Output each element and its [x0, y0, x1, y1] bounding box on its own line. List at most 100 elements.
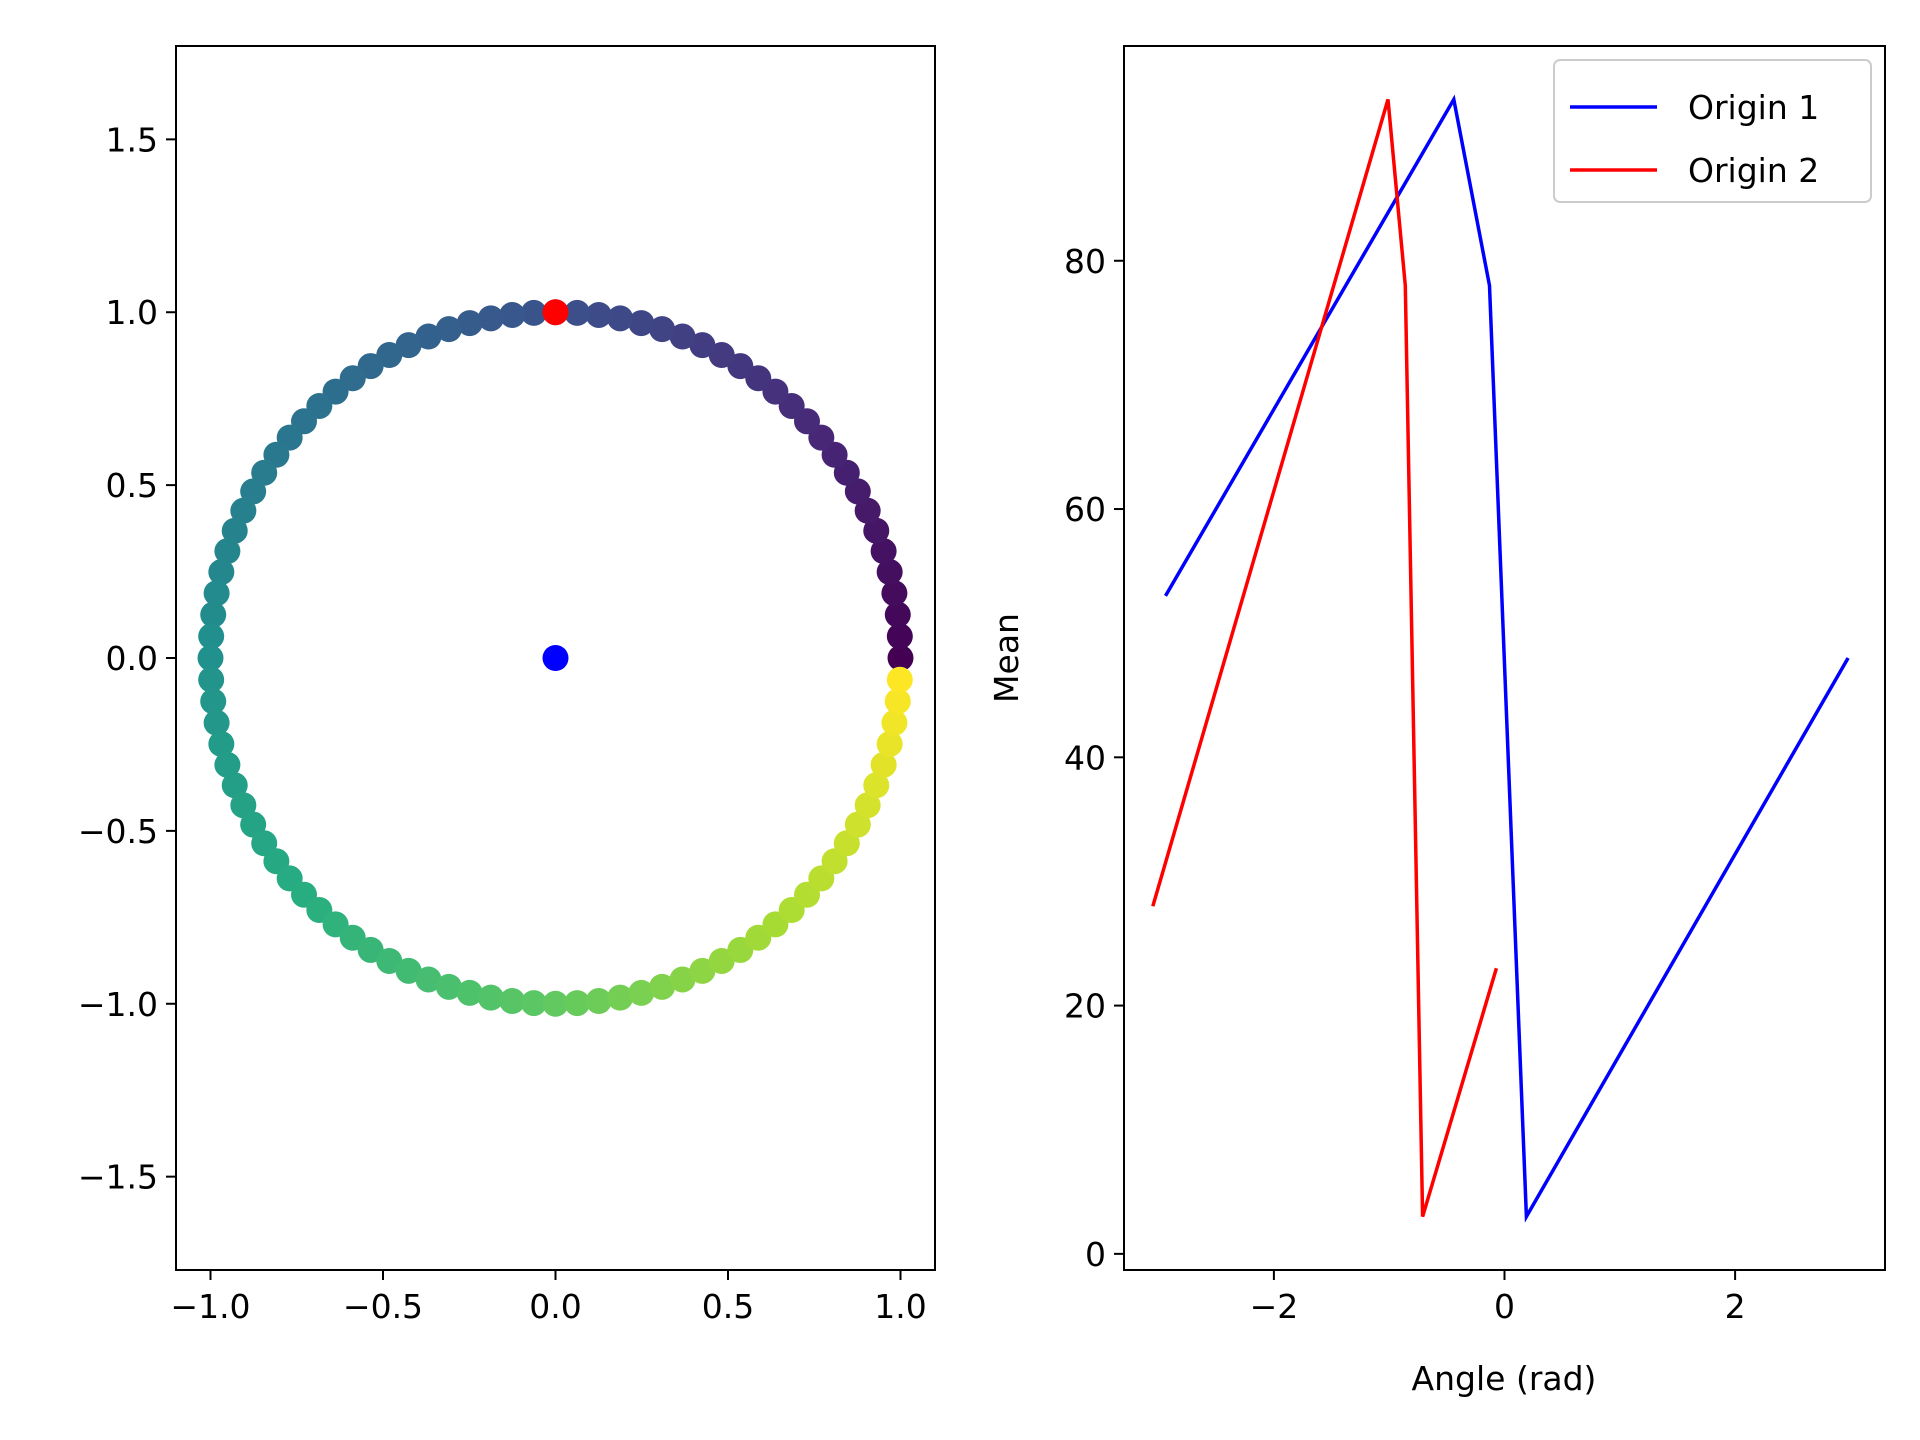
ring-point [230, 497, 257, 524]
ring-point [833, 830, 860, 857]
ring-point [689, 957, 716, 984]
ring-point [607, 305, 634, 332]
ring-point [669, 323, 696, 350]
ring-point [870, 538, 897, 565]
left-x-axis: −1.0 −0.5 0.0 0.5 1.0 [170, 1270, 927, 1326]
ring-point [251, 459, 278, 486]
x-axis-label: Angle (rad) [1412, 1359, 1597, 1398]
ring-point [203, 580, 230, 607]
ring-point [456, 979, 483, 1006]
ring-point [876, 559, 903, 586]
ring-point [477, 984, 504, 1011]
marker-point [542, 299, 569, 326]
ring-point [230, 792, 257, 819]
ring-point [854, 497, 881, 524]
y-tick-label: 20 [1064, 987, 1106, 1026]
right-line-panel: −2 0 2 0 20 40 60 80 Angle (rad) Mean Origin 1… [987, 45, 1886, 1398]
marker-point [542, 645, 569, 671]
ring-point [197, 645, 224, 671]
ring-point [886, 623, 913, 650]
ring-point [854, 792, 881, 819]
ring-point [628, 979, 655, 1006]
ring-point [240, 478, 267, 505]
ring-point [395, 957, 422, 984]
line-series [1151, 94, 1850, 1223]
ring-point [844, 478, 871, 505]
ring-point [884, 688, 911, 715]
legend-label: Origin 2 [1688, 151, 1819, 190]
x-tick-label: −1.0 [170, 1287, 250, 1326]
y-tick-label: 0.5 [106, 466, 158, 505]
left-y-axis: −1.5 −1.0 −0.5 0.0 0.5 1.0 1.5 [78, 120, 176, 1197]
ring-point [607, 984, 634, 1011]
y-tick-label: 40 [1064, 738, 1106, 777]
ring-point [564, 299, 591, 326]
ring-point [649, 973, 676, 1000]
y-tick-label: 0 [1085, 1235, 1106, 1274]
series-line [1151, 98, 1499, 1218]
ring-point [415, 966, 442, 993]
ring-point [203, 709, 230, 736]
y-tick-label: 60 [1064, 490, 1106, 529]
ring-point [542, 990, 569, 1017]
legend-box [1553, 59, 1872, 203]
x-tick-label: 1.0 [874, 1287, 926, 1326]
ring-point [200, 601, 227, 628]
y-tick-label: 0.0 [106, 639, 158, 678]
ring-point [689, 332, 716, 359]
ring-point [208, 730, 235, 757]
legend: Origin 1 Origin 2 [1553, 59, 1872, 203]
right-x-axis: −2 0 2 [1250, 1270, 1746, 1326]
x-tick-label: −0.5 [343, 1287, 423, 1326]
ring-point [208, 559, 235, 586]
x-tick-label: 0.5 [702, 1287, 754, 1326]
right-y-axis: 0 20 40 60 80 [1064, 242, 1124, 1274]
ring-point [477, 305, 504, 332]
ring-point [499, 988, 526, 1015]
y-tick-label: −1.5 [78, 1158, 158, 1197]
ring-point [214, 751, 241, 778]
ring-point [200, 688, 227, 715]
ring-points [197, 299, 914, 1017]
ring-point [887, 645, 914, 671]
ring-point [240, 811, 267, 838]
ring-point [520, 990, 547, 1017]
x-tick-label: 0 [1494, 1287, 1515, 1326]
ring-point [881, 709, 908, 736]
ring-point [376, 947, 403, 974]
ring-point [435, 316, 462, 343]
ring-point [198, 666, 225, 693]
ring-point [585, 301, 612, 328]
ring-point [435, 973, 462, 1000]
ring-point [708, 342, 735, 369]
ring-point [884, 601, 911, 628]
y-axis-label: Mean [987, 613, 1026, 703]
ring-point [214, 538, 241, 565]
series-line [1163, 94, 1850, 1223]
y-tick-label: −1.0 [78, 985, 158, 1024]
ring-point [844, 811, 871, 838]
ring-point [499, 301, 526, 328]
ring-point [456, 310, 483, 337]
ring-point [886, 666, 913, 693]
y-tick-label: 1.0 [106, 293, 158, 332]
ring-point [395, 332, 422, 359]
ring-point [221, 772, 248, 799]
x-tick-label: −2 [1250, 1287, 1299, 1326]
ring-point [520, 299, 547, 326]
ring-point [876, 730, 903, 757]
ring-point [881, 580, 908, 607]
ring-point [863, 772, 890, 799]
ring-point [198, 623, 225, 650]
legend-label: Origin 1 [1688, 88, 1819, 127]
ring-point [863, 517, 890, 544]
ring-point [870, 751, 897, 778]
ring-point [221, 517, 248, 544]
left-scatter-panel: −1.0 −0.5 0.0 0.5 1.0 −1.5 −1.0 −0.5 0.0 0.5 1.0 1… [78, 45, 936, 1326]
y-tick-label: −0.5 [78, 812, 158, 851]
ring-point [649, 316, 676, 343]
x-tick-label: 0.0 [529, 1287, 581, 1326]
y-tick-label: 80 [1064, 242, 1106, 281]
ring-point [564, 990, 591, 1017]
